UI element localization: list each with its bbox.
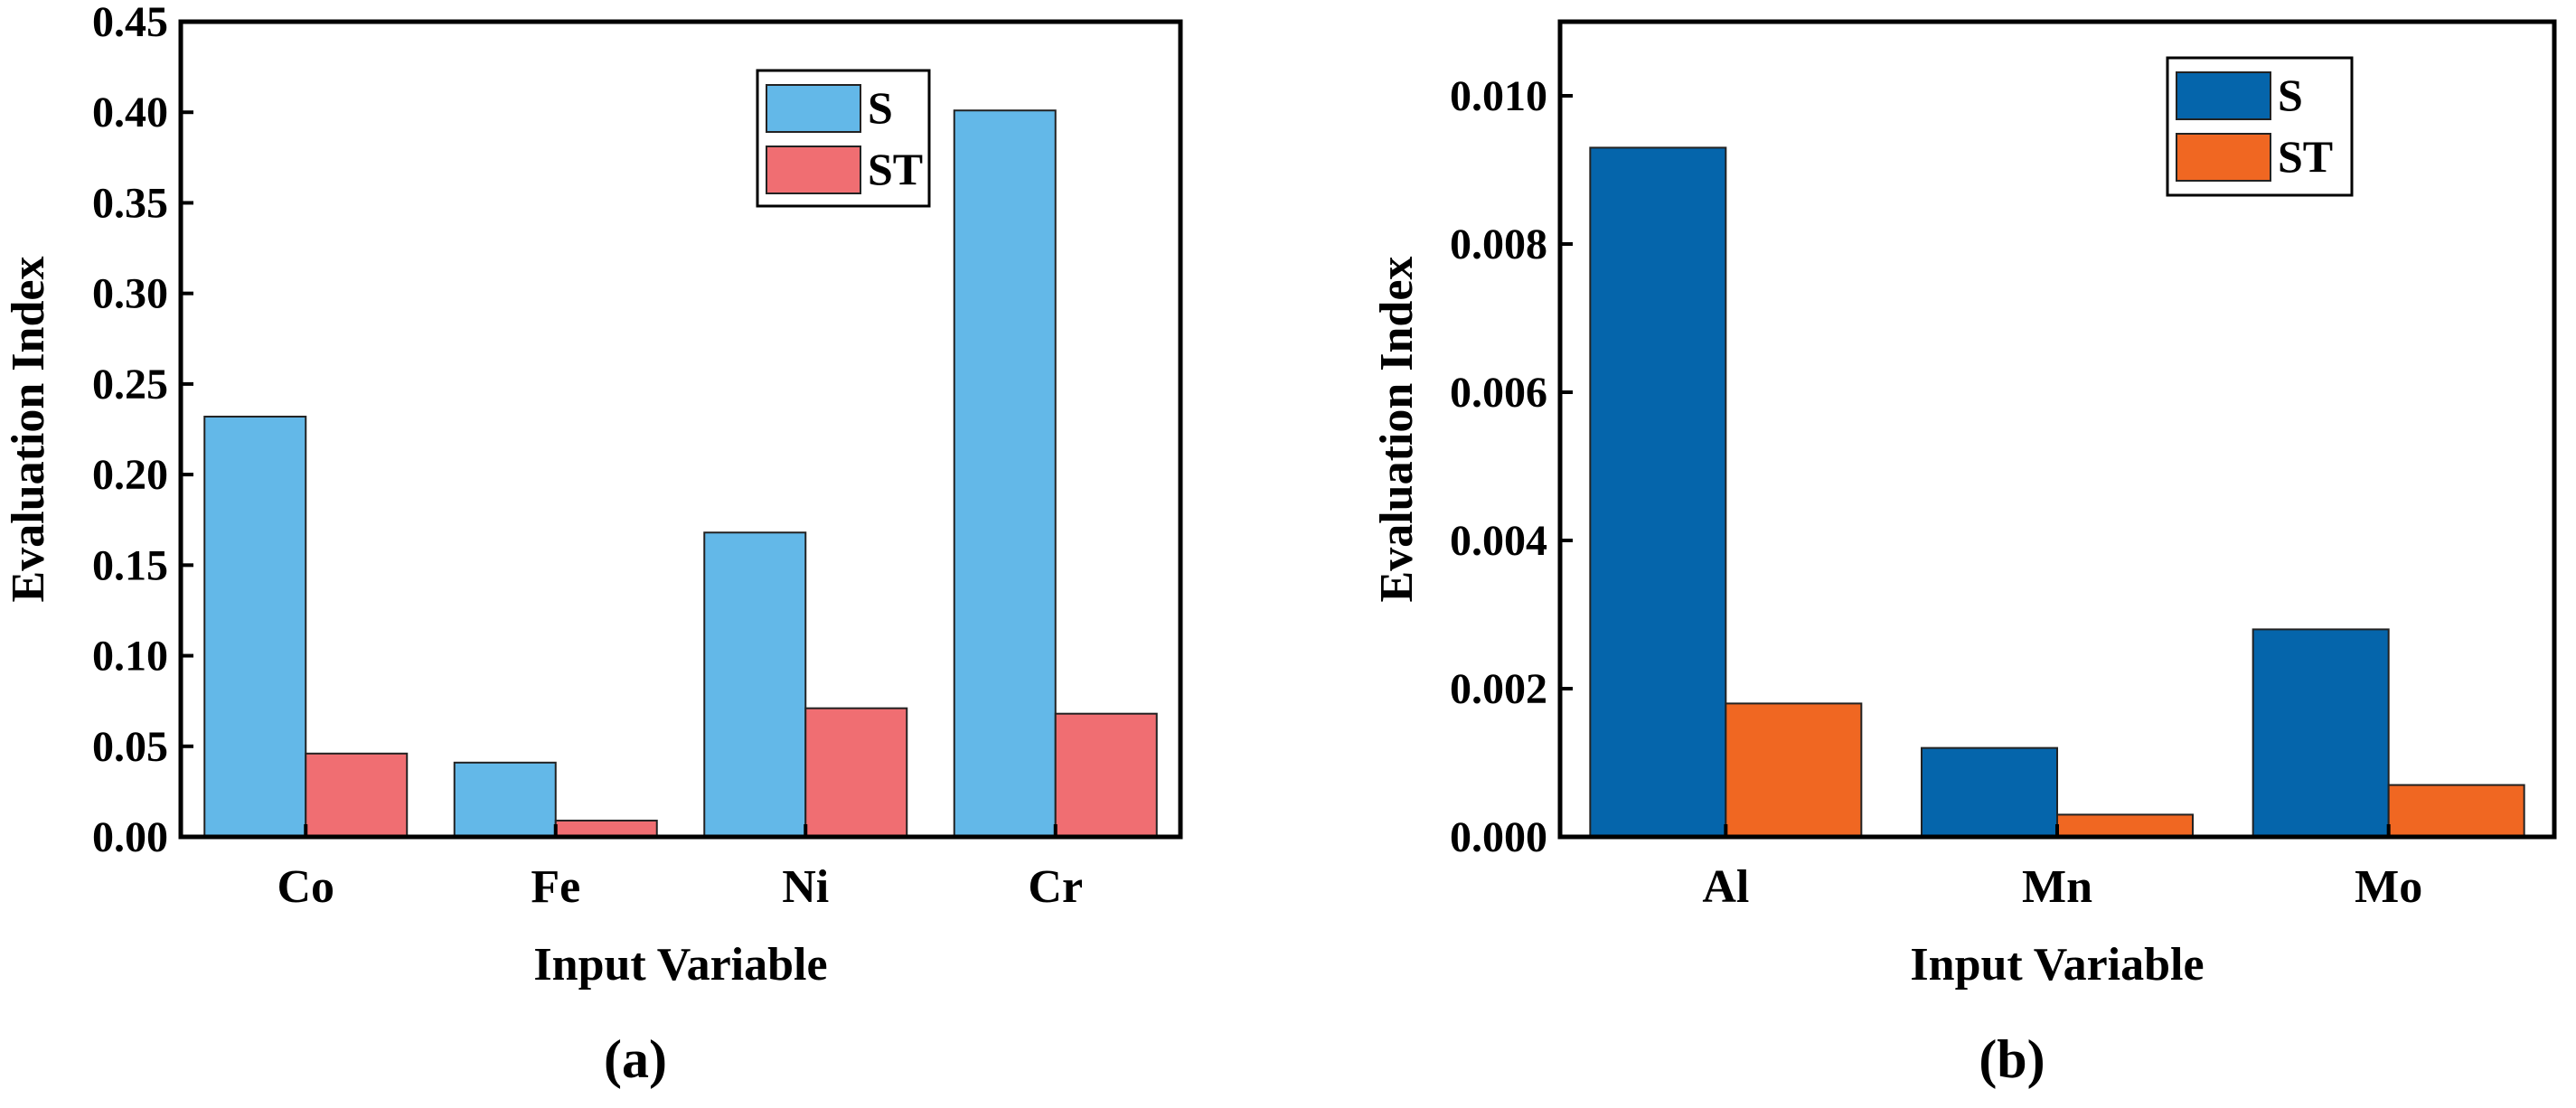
x-tick-label-a-3: Cr: [1028, 861, 1083, 913]
y-tick-label-a-6: 0.30: [92, 270, 168, 318]
bar-b-s-al: [1589, 146, 1727, 838]
y-tick-label-b-3: 0.006: [1450, 369, 1547, 417]
bar-a-s-fe: [453, 761, 557, 838]
x-tick-label-b-2: Mo: [2355, 861, 2422, 913]
legend-swatch-a-s: [766, 84, 861, 133]
legend-b: S ST: [2166, 56, 2354, 197]
y-tick-label-b-5: 0.010: [1450, 72, 1547, 120]
x-tick-label-b-1: Mn: [2022, 861, 2092, 913]
bar-b-st-mo: [2387, 784, 2525, 838]
x-tick-label-a-1: Fe: [531, 861, 580, 913]
legend-label-b-st: ST: [2278, 131, 2333, 182]
y-tick-label-a-9: 0.45: [92, 0, 168, 46]
legend-swatch-b-st: [2176, 133, 2271, 182]
bar-a-st-cr: [1054, 712, 1158, 838]
bars-b: [1589, 146, 2525, 839]
chart-panel-b: Al Mn Mo 0.000 0.002 0.004 0.006 0.008 0.010 S ST…: [1371, 19, 2557, 1089]
y-tick-label-a-0: 0.00: [92, 813, 168, 861]
bar-b-s-mo: [2252, 628, 2390, 839]
bar-a-s-cr: [953, 109, 1057, 839]
plot-frame-a: [178, 19, 1183, 840]
legend-label-a-st: ST: [868, 144, 923, 194]
y-axis-title-b: Evaluation Index: [1371, 257, 1423, 603]
bar-a-st-co: [305, 752, 409, 838]
legend-swatch-b-s: [2176, 71, 2271, 120]
x-tick-label-a-2: Ni: [782, 861, 829, 913]
y-axis-title-a: Evaluation Index: [3, 257, 54, 603]
panel-label-a: (a): [604, 1029, 667, 1089]
y-tick-label-a-7: 0.35: [92, 179, 168, 227]
bar-a-s-ni: [703, 531, 807, 839]
legend-a: S ST: [756, 69, 931, 208]
bar-a-st-ni: [804, 707, 908, 838]
plot-frame-b: [1557, 19, 2557, 840]
y-tick-label-a-8: 0.40: [92, 89, 168, 136]
legend-label-a-s: S: [868, 82, 893, 133]
y-tick-label-a-3: 0.15: [92, 541, 168, 589]
bars-a: [203, 109, 1158, 839]
bar-b-s-mn: [1921, 746, 2058, 838]
ticks-a: Co Fe Ni Cr 0.00 0.05 0.10 0.15 0.20 0.25 0.30 0.35…: [92, 0, 1083, 913]
y-tick-label-a-2: 0.10: [92, 633, 168, 681]
x-axis-title-b: Input Variable: [1910, 939, 2204, 991]
bar-a-st-fe: [554, 819, 658, 839]
x-axis-title-a: Input Variable: [533, 939, 827, 991]
x-tick-label-a-0: Co: [277, 861, 334, 913]
y-tick-label-b-0: 0.000: [1450, 813, 1547, 861]
bar-a-s-co: [203, 415, 307, 838]
chart-panel-a: Co Fe Ni Cr 0.00 0.05 0.10 0.15 0.20 0.25 0.30 0.35…: [3, 0, 1183, 1089]
bar-b-st-al: [1725, 702, 1863, 839]
y-tick-label-b-2: 0.004: [1450, 517, 1547, 565]
y-tick-label-b-1: 0.002: [1450, 665, 1547, 713]
legend-swatch-a-st: [766, 146, 861, 194]
y-tick-label-b-4: 0.008: [1450, 221, 1547, 268]
panel-label-b: (b): [1979, 1029, 2045, 1089]
bar-b-st-mn: [2056, 813, 2194, 839]
y-tick-label-a-5: 0.25: [92, 361, 168, 408]
legend-label-b-s: S: [2278, 70, 2303, 120]
ticks-b: Al Mn Mo 0.000 0.002 0.004 0.006 0.008 0.010: [1450, 72, 2422, 913]
x-tick-label-b-0: Al: [1702, 861, 1749, 913]
y-tick-label-a-4: 0.20: [92, 451, 168, 499]
y-tick-label-a-1: 0.05: [92, 723, 168, 771]
